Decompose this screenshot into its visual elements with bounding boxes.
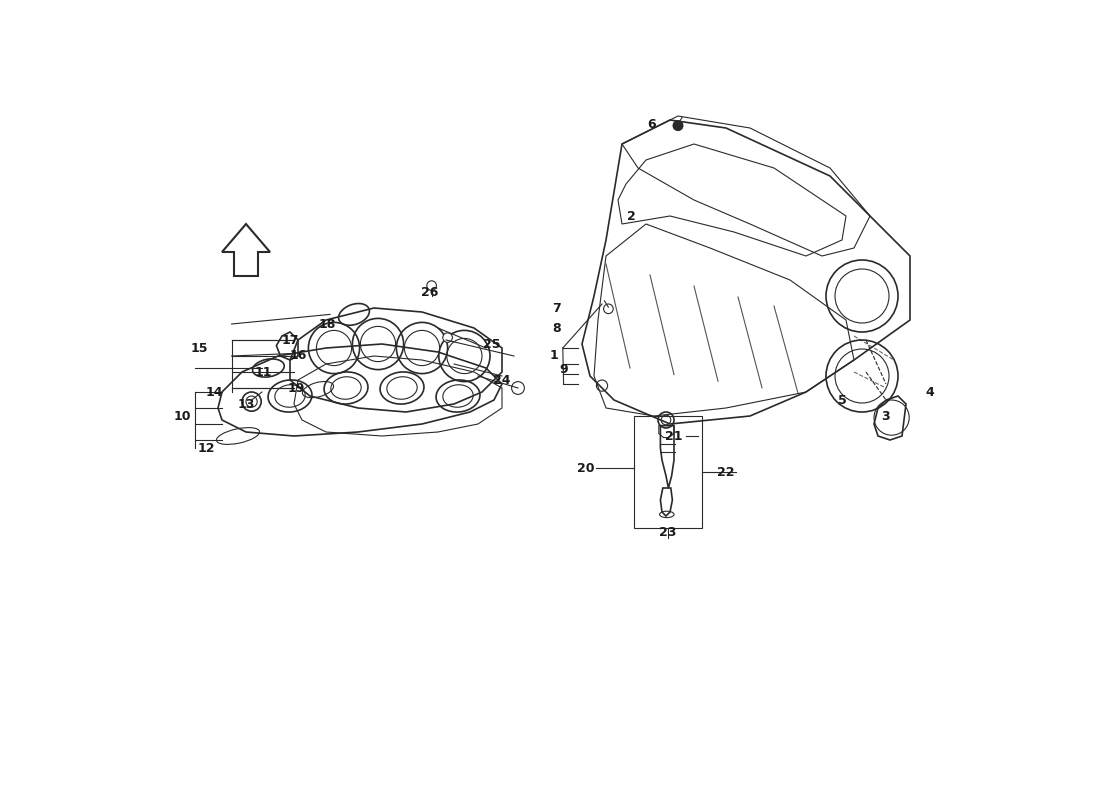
Text: 16: 16 (289, 350, 307, 362)
Polygon shape (222, 224, 270, 276)
Text: 2: 2 (627, 210, 636, 222)
Text: 14: 14 (206, 386, 222, 398)
Text: 7: 7 (552, 302, 561, 314)
Text: 8: 8 (552, 322, 561, 334)
Text: 10: 10 (174, 410, 190, 422)
Text: 19: 19 (288, 382, 305, 394)
Text: 24: 24 (493, 374, 510, 386)
Text: 22: 22 (717, 466, 735, 478)
Circle shape (673, 121, 683, 130)
Text: 17: 17 (282, 334, 299, 346)
Text: 26: 26 (421, 286, 439, 298)
Text: 13: 13 (238, 398, 255, 410)
Bar (634, 416, 702, 528)
Text: 18: 18 (319, 318, 337, 330)
Text: 21: 21 (666, 430, 683, 442)
Text: 15: 15 (191, 342, 208, 354)
Text: 5: 5 (837, 394, 846, 406)
Text: 3: 3 (882, 410, 890, 422)
Text: 12: 12 (197, 442, 215, 454)
Text: 23: 23 (659, 526, 676, 538)
Circle shape (443, 333, 452, 342)
Text: 11: 11 (255, 366, 273, 378)
Text: 20: 20 (578, 462, 595, 474)
Text: 1: 1 (550, 350, 559, 362)
Text: 4: 4 (925, 386, 934, 398)
Text: 25: 25 (483, 338, 500, 350)
Text: 9: 9 (559, 363, 568, 376)
Text: 6: 6 (647, 118, 656, 130)
